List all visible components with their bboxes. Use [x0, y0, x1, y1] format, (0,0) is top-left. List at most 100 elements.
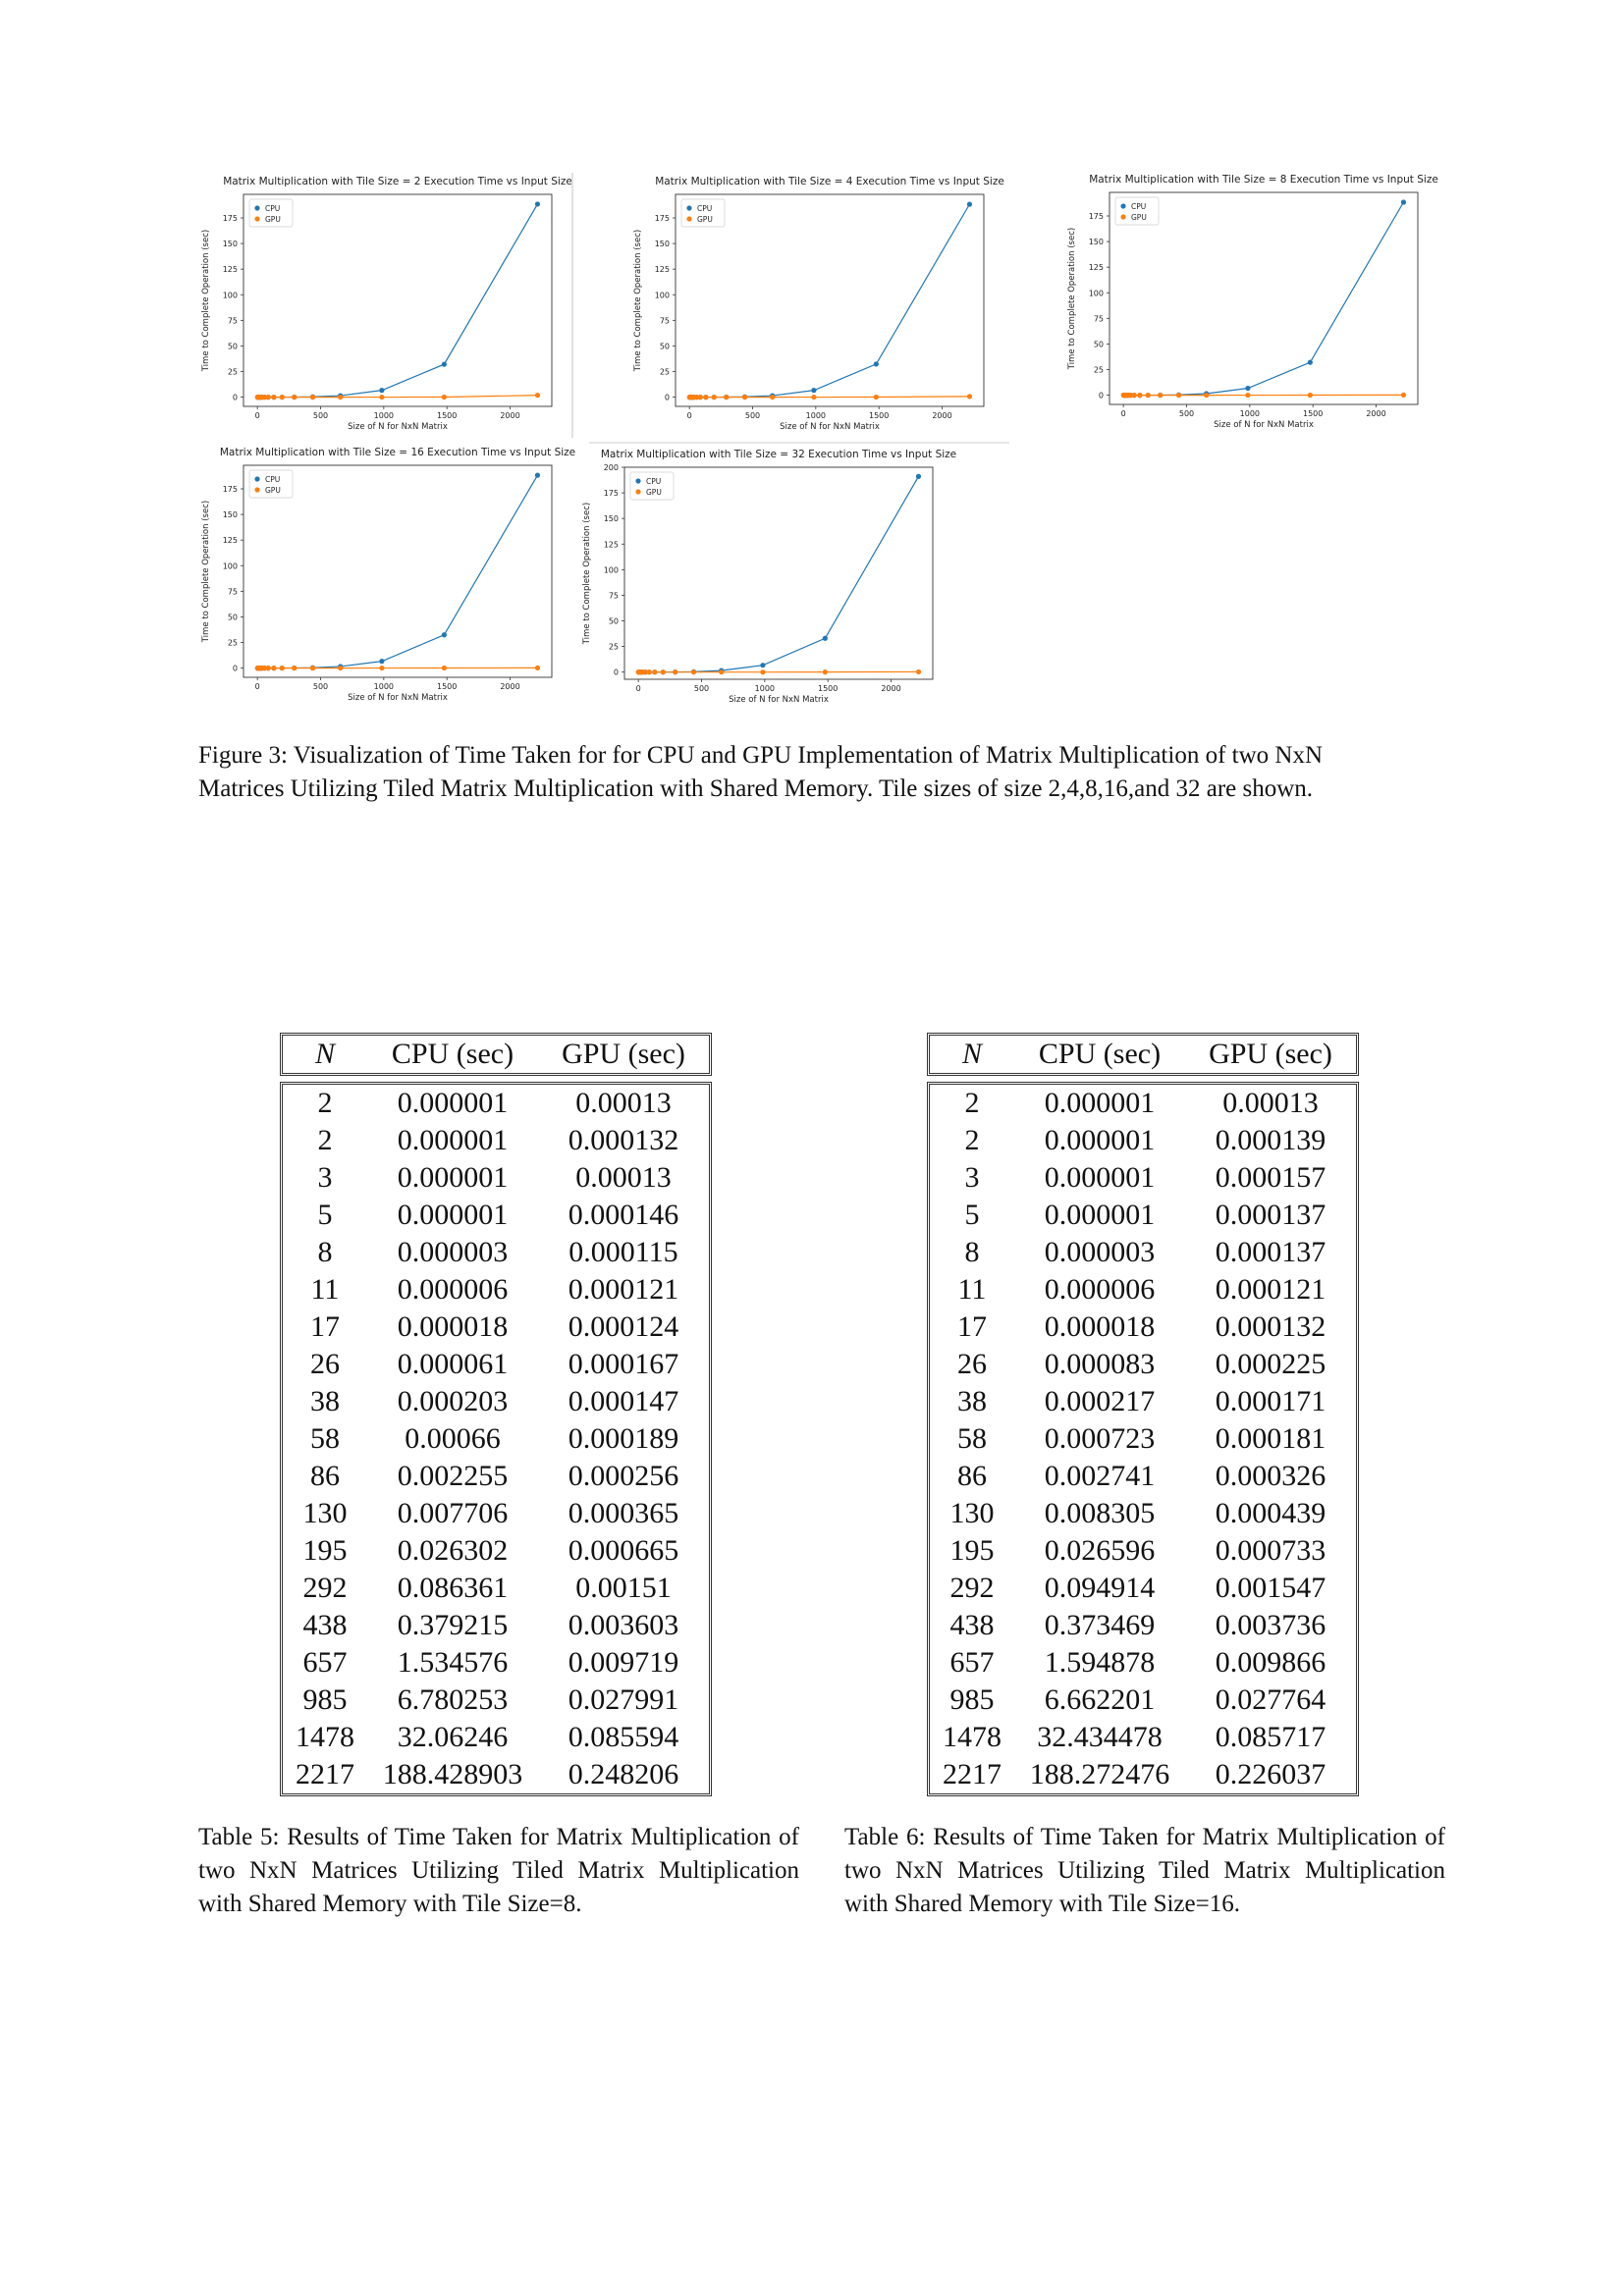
x-tick-label: 0	[636, 684, 641, 693]
table-cell: 130	[302, 1497, 348, 1529]
y-tick-label: 25	[228, 639, 238, 648]
table-body-frame: 2 0.000001 0.00013 2 0.000001 0.000132 3 0.0000…	[280, 1082, 712, 1796]
data-point-gpu	[292, 666, 298, 671]
data-point-gpu	[915, 668, 922, 675]
legend: CPU GPU	[248, 469, 294, 499]
column-header: N	[314, 1038, 335, 1070]
data-point-gpu	[694, 395, 700, 400]
data-point-gpu	[1158, 393, 1164, 399]
legend-label-cpu: CPU	[265, 204, 280, 213]
table-row: 5 0.000001 0.000137	[930, 1197, 1356, 1234]
data-point-gpu	[534, 393, 541, 399]
x-tick-label: 1000	[1240, 409, 1260, 418]
y-axis-label: Time to Complete Operation (sec)	[201, 501, 211, 643]
data-point-gpu	[262, 395, 268, 400]
y-tick-label: 75	[660, 316, 670, 325]
table-5: N CPU (sec) GPU (sec) 2 0.000001 0.00013 2 0.00…	[280, 1033, 712, 1796]
data-point-gpu	[1307, 392, 1313, 399]
table-cell: 438	[302, 1609, 348, 1641]
plot-area-frame	[1109, 191, 1419, 405]
table-cell: 11	[310, 1273, 340, 1306]
table-cell: 0.000139	[1215, 1124, 1326, 1156]
table-cell: 0.000001	[397, 1087, 509, 1119]
data-point-cpu	[915, 473, 922, 479]
data-point-gpu	[711, 395, 717, 400]
table-row: 2 0.000001 0.000139	[930, 1122, 1356, 1159]
table-cell: 0.00066	[405, 1422, 501, 1455]
y-tick-label: 100	[223, 561, 238, 570]
data-point-gpu	[292, 395, 298, 400]
legend-label-gpu: GPU	[697, 215, 713, 224]
chart-svg: Matrix Multiplication with Tile Size = 3…	[582, 449, 956, 705]
figure-caption-line2: Matrices Utilizing Tiled Matrix Multipli…	[198, 775, 1314, 802]
data-point-gpu	[660, 669, 666, 675]
data-point-gpu	[724, 395, 730, 400]
table-row: 26 0.000061 0.000167	[283, 1346, 709, 1383]
table-cell: 0.00013	[575, 1087, 672, 1119]
table-cell: 6.780253	[397, 1683, 509, 1716]
table-cell: 0.000256	[568, 1460, 679, 1492]
table-cell: 0.000001	[397, 1161, 509, 1194]
table-cell: 1.534576	[397, 1646, 509, 1679]
table-cell: 0.00013	[575, 1161, 672, 1194]
y-tick-label: 75	[1094, 314, 1104, 323]
table-cell: 8	[317, 1236, 333, 1268]
table-header-frame: N CPU (sec) GPU (sec)	[927, 1033, 1359, 1076]
y-tick-label: 0	[665, 394, 670, 402]
table-cell: 2217	[943, 1758, 1001, 1790]
table-cell: 0.000665	[568, 1534, 679, 1567]
table-row: 86 0.002741 0.000326	[930, 1458, 1356, 1495]
y-tick-label: 75	[228, 316, 238, 325]
table-5-caption: Table 5: Results of Time Taken for Matri…	[198, 1824, 799, 1917]
data-point-gpu	[338, 394, 344, 400]
data-point-cpu	[441, 361, 447, 367]
table-cell: 0.000733	[1215, 1534, 1326, 1567]
data-point-gpu	[271, 395, 277, 400]
x-tick-label: 0	[255, 411, 260, 420]
data-point-gpu	[279, 395, 285, 400]
table-row: 5 0.000001 0.000146	[283, 1197, 709, 1234]
column-header: CPU (sec)	[391, 1038, 514, 1070]
y-tick-label: 50	[660, 342, 670, 350]
table-cell: 0.009866	[1215, 1646, 1326, 1679]
table-cell: 657	[302, 1646, 348, 1679]
series-line-cpu	[1123, 201, 1404, 397]
legend-marker-cpu	[254, 205, 260, 211]
legend-marker-cpu	[1120, 203, 1126, 209]
table-cell: 985	[949, 1683, 995, 1716]
data-point-cpu	[822, 635, 828, 641]
table-cell: 0.085594	[568, 1721, 679, 1753]
data-point-gpu	[309, 666, 316, 671]
table-cell: 0.000171	[1215, 1385, 1326, 1417]
table-cell: 0.000121	[568, 1273, 679, 1306]
table-cell: 0.000157	[1215, 1161, 1326, 1194]
data-point-gpu	[1400, 392, 1407, 398]
table-row: 1478 32.434478 0.085717	[930, 1719, 1356, 1756]
series-line-gpu	[257, 395, 538, 399]
data-point-gpu	[873, 394, 879, 400]
y-tick-label: 0	[233, 665, 238, 673]
table-header-row: N CPU (sec) GPU (sec)	[930, 1036, 1356, 1073]
data-point-gpu	[703, 395, 709, 400]
table-cell: 86	[310, 1460, 340, 1492]
y-tick-label: 0	[614, 668, 619, 677]
table-row: 86 0.002255 0.000256	[283, 1458, 709, 1495]
table-cell: 0.000146	[568, 1199, 679, 1231]
figure-divider-horizontal	[589, 442, 1009, 444]
y-tick-label: 125	[223, 536, 238, 545]
y-tick-label: 25	[660, 368, 670, 377]
series-line-cpu	[638, 476, 919, 673]
table-row: 130 0.008305 0.000439	[930, 1495, 1356, 1532]
table-cell: 0.000132	[568, 1124, 679, 1156]
x-tick-label: 0	[255, 682, 260, 691]
table-cell: 0.000225	[1215, 1348, 1326, 1380]
chart-tile-4: Matrix Multiplication with Tile Size = 4…	[628, 173, 1004, 438]
legend-marker-gpu	[254, 487, 260, 493]
table-cell: 2217	[296, 1758, 354, 1790]
table-cell: 0.000167	[568, 1348, 679, 1380]
table-row: 985 6.780253 0.027991	[283, 1682, 709, 1719]
x-tick-label: 1000	[374, 411, 394, 420]
table-cell: 292	[302, 1572, 348, 1604]
data-point-cpu	[1245, 385, 1251, 392]
table-cell: 3	[317, 1161, 333, 1194]
